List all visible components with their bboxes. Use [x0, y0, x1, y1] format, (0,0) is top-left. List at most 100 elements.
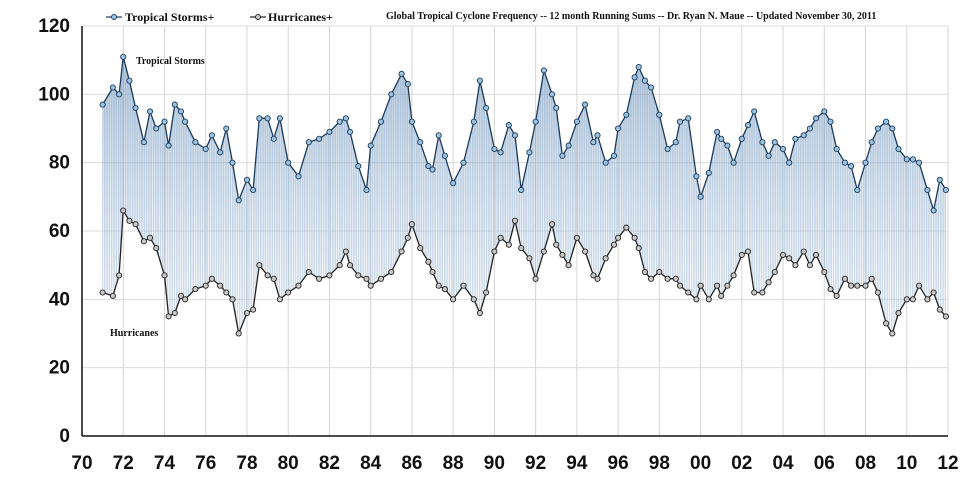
data-point — [786, 159, 793, 166]
data-point — [177, 108, 185, 115]
data-point — [771, 139, 778, 146]
data-point — [549, 221, 556, 228]
data-point — [582, 248, 589, 255]
data-point — [903, 156, 910, 163]
legend-label-tropical-storms: Tropical Storms+ — [125, 10, 215, 24]
data-point — [483, 289, 490, 296]
data-point — [161, 118, 168, 125]
data-point — [450, 296, 457, 303]
data-point — [792, 135, 799, 142]
data-point — [342, 248, 349, 255]
data-point — [779, 251, 787, 258]
data-point — [367, 142, 374, 149]
data-point — [518, 245, 525, 252]
x-tick-label: 06 — [814, 453, 835, 474]
data-point — [192, 286, 199, 293]
data-point — [744, 248, 752, 255]
data-point — [862, 159, 869, 166]
legend: Tropical Storms+ Hurricanes+ — [106, 10, 333, 24]
data-point — [417, 139, 424, 146]
data-point — [243, 176, 251, 183]
data-point — [425, 163, 432, 170]
data-point — [883, 320, 890, 327]
data-point — [363, 275, 370, 282]
data-point — [326, 128, 333, 135]
data-point — [672, 139, 679, 146]
data-point — [827, 286, 834, 293]
data-point — [441, 152, 448, 159]
data-point — [942, 186, 949, 194]
data-point — [779, 145, 787, 153]
data-point — [126, 77, 133, 84]
data-point — [841, 275, 848, 282]
data-point — [450, 180, 457, 187]
data-point — [883, 118, 890, 125]
data-point — [285, 159, 292, 166]
data-point — [165, 313, 172, 320]
data-point — [532, 275, 539, 282]
data-point — [408, 221, 415, 228]
data-point — [610, 241, 618, 248]
data-point — [276, 115, 283, 122]
data-point — [388, 91, 395, 98]
x-tick-label: 76 — [195, 453, 216, 474]
data-point — [553, 104, 560, 112]
data-point — [470, 118, 477, 125]
data-point — [942, 313, 949, 320]
data-point — [355, 163, 362, 170]
data-point — [99, 289, 106, 296]
data-point — [833, 292, 840, 299]
data-point — [429, 166, 436, 173]
data-point — [182, 118, 189, 125]
data-point — [476, 77, 483, 84]
data-point — [841, 159, 848, 166]
data-point — [827, 118, 834, 125]
data-point — [676, 118, 684, 125]
y-tick-label: 80 — [49, 153, 70, 174]
data-point — [295, 173, 302, 180]
x-tick-label: 90 — [484, 453, 505, 474]
data-point — [223, 125, 230, 132]
data-point — [116, 91, 123, 98]
x-tick-label: 72 — [113, 453, 134, 474]
data-point — [491, 248, 498, 255]
data-point — [705, 296, 712, 303]
data-point — [511, 132, 519, 139]
series-tropical-storms — [99, 53, 949, 214]
data-point — [223, 289, 230, 296]
legend-label-hurricanes: Hurricanes+ — [268, 10, 333, 24]
data-point — [800, 248, 807, 255]
data-point — [208, 275, 215, 282]
data-point — [916, 282, 923, 289]
data-point — [256, 262, 263, 269]
data-point — [202, 282, 209, 289]
data-point — [235, 330, 242, 337]
x-tick-label: 94 — [566, 453, 588, 474]
data-point — [132, 221, 139, 228]
data-point — [848, 163, 855, 170]
data-point — [435, 282, 442, 289]
y-tick-label: 60 — [49, 221, 70, 242]
data-point — [264, 272, 271, 279]
fill-between-band — [102, 56, 946, 334]
data-point — [132, 104, 139, 112]
data-point — [336, 118, 343, 125]
data-point — [229, 159, 236, 166]
data-point — [676, 282, 684, 289]
y-tick-label: 40 — [49, 289, 70, 310]
data-point — [208, 132, 215, 139]
data-point — [697, 282, 704, 289]
data-point — [930, 207, 937, 214]
data-point — [417, 245, 424, 252]
data-point — [367, 282, 374, 289]
data-point — [540, 67, 547, 74]
data-point — [109, 292, 116, 299]
data-point — [693, 296, 700, 303]
data-point — [377, 118, 385, 125]
data-point — [714, 282, 721, 289]
data-point — [909, 156, 916, 163]
data-point — [377, 275, 385, 282]
data-point — [874, 125, 881, 132]
data-point — [744, 122, 752, 129]
data-point — [388, 268, 395, 276]
